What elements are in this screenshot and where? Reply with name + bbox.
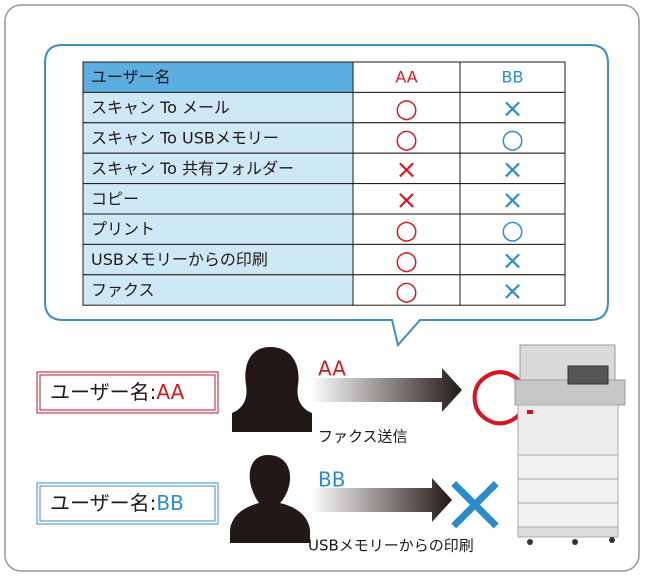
permission-mark: ×: [396, 185, 418, 215]
table-cell: [82, 61, 354, 93]
table-cell: [352, 122, 461, 154]
table-cell: [352, 152, 461, 185]
permission-mark: ○: [501, 216, 524, 246]
table-header: ユーザー名: [91, 68, 171, 87]
printer-icon: [514, 344, 626, 545]
permission-mark: ×: [502, 155, 524, 185]
row-label: コピー: [91, 189, 139, 208]
arrow-label: BB: [318, 468, 345, 492]
row-label: スキャン To USBメモリー: [91, 129, 279, 148]
row-label: ファクス: [91, 281, 155, 300]
permission-mark: ○: [395, 246, 418, 276]
table-cell: [459, 243, 566, 276]
arrow: [310, 478, 452, 522]
permission-mark: ○: [395, 125, 418, 155]
table-cell: [82, 122, 354, 154]
permission-mark: ○: [395, 94, 418, 124]
user-label-prefix: ユーザー名:: [50, 491, 156, 515]
user-label-box: [36, 482, 219, 525]
permission-mark: ○: [395, 277, 418, 307]
row-label: スキャン To メール: [91, 98, 230, 117]
table-cell: [82, 183, 354, 215]
user-label-box-inner: [39, 374, 216, 411]
row-label: プリント: [91, 220, 155, 239]
row-label: スキャン To 共有フォルダー: [91, 159, 294, 178]
action-label: USBメモリーからの印刷: [308, 537, 474, 555]
table-cell: [82, 243, 354, 276]
arrow: [310, 368, 462, 412]
user-label: ユーザー名:AA: [50, 380, 185, 404]
user-label-box: [36, 371, 219, 414]
table-header: BB: [502, 68, 524, 87]
table-cell: [82, 152, 354, 185]
table-cell: [352, 91, 461, 124]
table-header: AA: [395, 68, 417, 87]
permission-mark: ×: [502, 94, 524, 124]
permission-mark: ×: [396, 155, 418, 185]
user-label: ユーザー名:BB: [50, 491, 184, 515]
user-name: BB: [156, 491, 183, 515]
action-label: ファクス送信: [318, 428, 408, 446]
result-mark: ×: [440, 453, 510, 551]
table-cell: [82, 213, 354, 245]
arrow-label: AA: [318, 357, 346, 381]
permission-mark: ×: [502, 277, 524, 307]
table-cell: [352, 243, 461, 276]
table-cell: [82, 274, 354, 306]
row-label: USBメモリーからの印刷: [91, 250, 268, 269]
table-cell: [459, 61, 566, 93]
permission-mark: ○: [501, 125, 524, 155]
user-name: AA: [156, 380, 184, 404]
table-cell: [352, 183, 461, 215]
permission-mark: ×: [502, 185, 524, 215]
table-cell: [459, 91, 566, 124]
permission-mark: ○: [395, 216, 418, 246]
table-cell: [459, 183, 566, 215]
table-cell: [459, 274, 566, 306]
person-icon: [232, 347, 312, 432]
table-cell: [352, 213, 461, 245]
user-label-box-inner: [39, 485, 216, 522]
person-icon: [230, 455, 310, 543]
user-label-prefix: ユーザー名:: [50, 380, 156, 404]
permission-mark: ×: [502, 246, 524, 276]
